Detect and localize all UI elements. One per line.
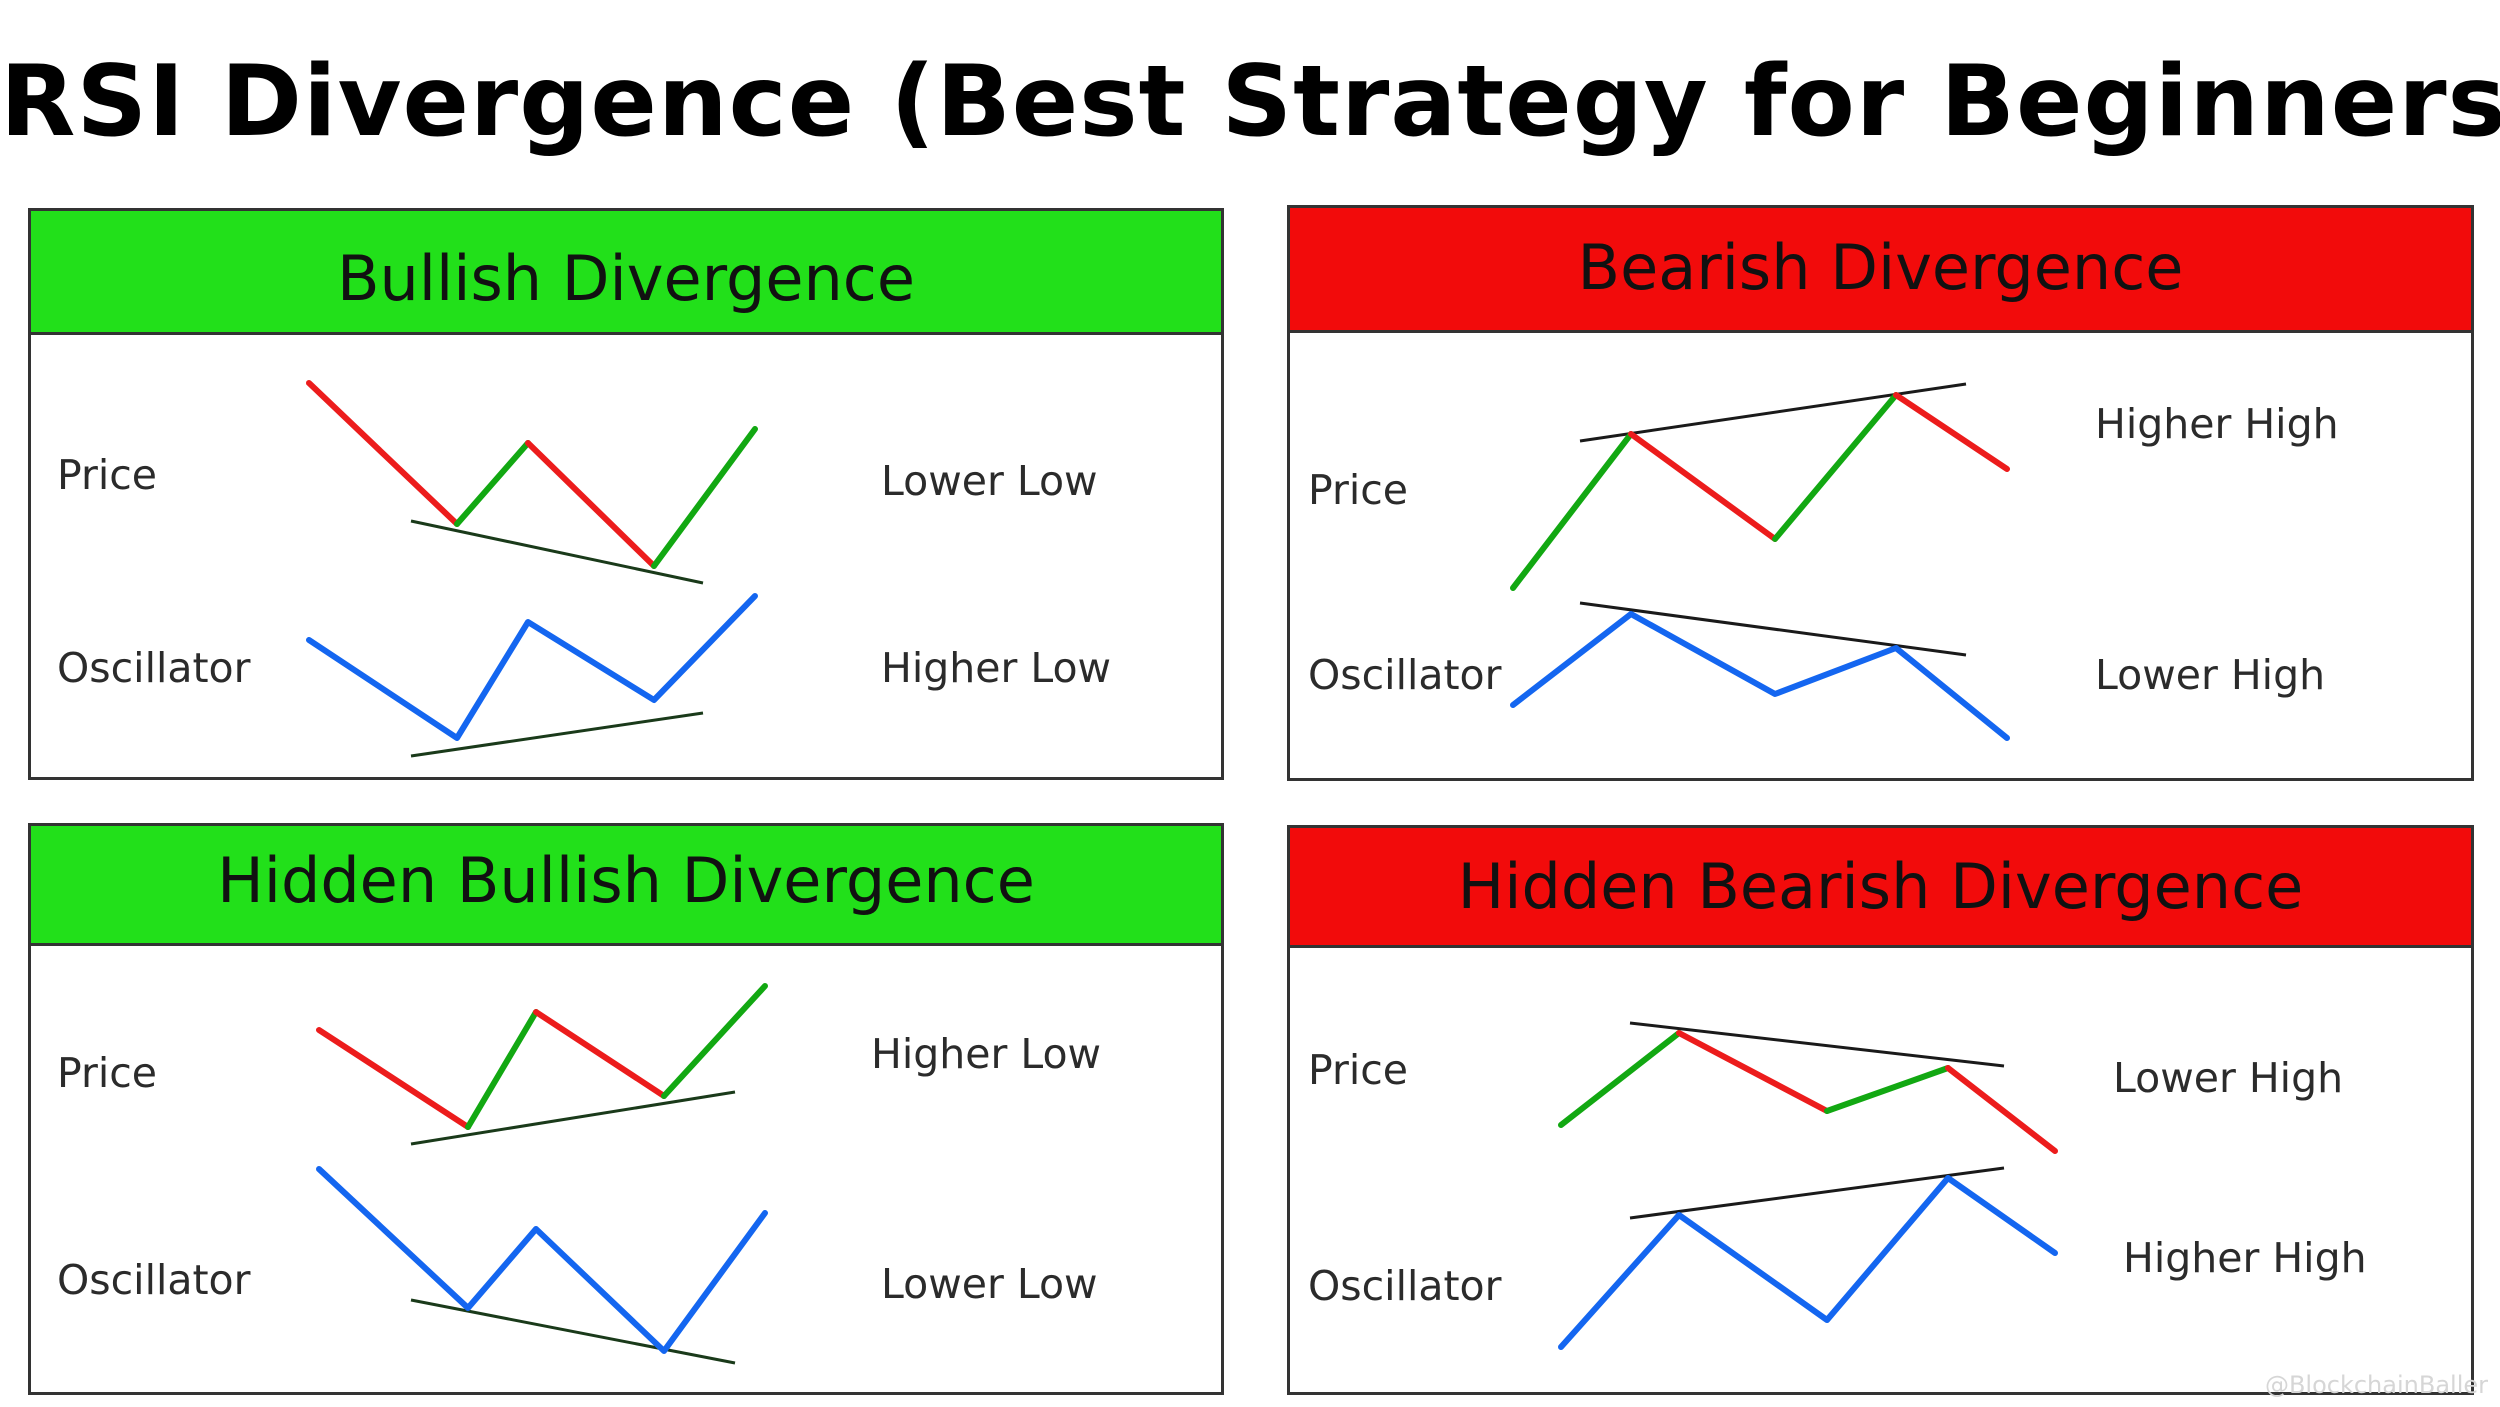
- price-result-label: Lower Low: [881, 457, 1098, 505]
- price-line-down-1: [306, 380, 460, 527]
- bearish-divergence-diagram: [1510, 382, 2010, 741]
- price-line-down-1: [1676, 1030, 1830, 1114]
- price-line-up-2: [1824, 1065, 1951, 1114]
- oscillator-line: [1510, 611, 2010, 741]
- oscillator-label: Oscillator: [1308, 651, 1502, 699]
- price-line-up-2: [661, 983, 768, 1099]
- price-result-label: Lower High: [2113, 1054, 2344, 1102]
- panel-header-hidden-bullish: Hidden Bullish Divergence: [31, 826, 1221, 946]
- oscillator-line: [306, 593, 758, 741]
- price-line-up-1: [1510, 431, 1634, 591]
- price-lows-trendline: [410, 519, 704, 585]
- panel-title-hidden-bearish: Hidden Bearish Divergence: [1457, 850, 2304, 923]
- price-line-down-1: [316, 1027, 471, 1130]
- oscillator-highs-trendline: [1579, 601, 1967, 657]
- price-line-up-1: [454, 440, 531, 527]
- price-line-down-2: [525, 440, 657, 569]
- price-label: Price: [57, 1049, 158, 1097]
- oscillator-highs-trendline: [1629, 1166, 2005, 1220]
- panel-header-bullish: Bullish Divergence: [31, 211, 1221, 335]
- price-line-up-1: [465, 1009, 539, 1130]
- price-result-label: Higher High: [2095, 400, 2339, 448]
- price-highs-trendline: [1579, 382, 1967, 443]
- price-line-down-2: [1945, 1065, 2058, 1154]
- oscillator-label: Oscillator: [57, 644, 251, 692]
- bullish-divergence-diagram: [306, 380, 758, 758]
- oscillator-label: Oscillator: [1308, 1262, 1502, 1310]
- price-label: Price: [1308, 1046, 1409, 1094]
- price-highs-trendline: [1629, 1021, 2005, 1068]
- panel-hidden-bullish-divergence: Hidden Bullish Divergence Price Oscillat…: [28, 823, 1224, 1395]
- price-line-up-1: [1558, 1030, 1682, 1128]
- price-lows-trendline: [410, 1090, 736, 1146]
- oscillator-label: Oscillator: [57, 1256, 251, 1304]
- panel-title-bearish: Bearish Divergence: [1577, 230, 2184, 304]
- oscillator-result-label: Higher Low: [881, 644, 1112, 692]
- watermark: @BlockchainBaller: [2264, 1371, 2488, 1399]
- panel-hidden-bearish-divergence: Hidden Bearish Divergence Price Oscillat…: [1287, 825, 2474, 1395]
- panel-title-hidden-bullish: Hidden Bullish Divergence: [217, 844, 1035, 917]
- hidden-bullish-divergence-diagram: [316, 983, 768, 1365]
- panel-bearish-divergence: Bearish Divergence Price Oscillator High…: [1287, 205, 2474, 781]
- panel-bullish-divergence: Bullish Divergence Price Oscillator Lowe…: [28, 208, 1224, 780]
- oscillator-result-label: Higher High: [2123, 1234, 2367, 1282]
- oscillator-result-label: Lower High: [2095, 651, 2326, 699]
- oscillator-lows-trendline: [410, 711, 704, 758]
- price-line-up-2: [651, 426, 758, 569]
- panel-header-hidden-bearish: Hidden Bearish Divergence: [1290, 828, 2471, 948]
- price-label: Price: [57, 451, 158, 499]
- price-line-down-2: [533, 1009, 667, 1099]
- price-label: Price: [1308, 466, 1409, 514]
- hidden-bearish-divergence-diagram: [1558, 1021, 2058, 1350]
- oscillator-line: [316, 1166, 768, 1354]
- oscillator-line: [1558, 1175, 2058, 1350]
- price-line-down-1: [1628, 431, 1778, 542]
- price-result-label: Higher Low: [871, 1030, 1102, 1078]
- panel-header-bearish: Bearish Divergence: [1290, 208, 2471, 333]
- oscillator-result-label: Lower Low: [881, 1260, 1098, 1308]
- oscillator-lows-trendline: [410, 1298, 736, 1365]
- price-line-down-2: [1893, 392, 2010, 472]
- price-line-up-2: [1772, 392, 1899, 542]
- page-title: RSI Divergence (Best Strategy for Beginn…: [0, 45, 2500, 159]
- panel-title-bullish: Bullish Divergence: [336, 242, 916, 315]
